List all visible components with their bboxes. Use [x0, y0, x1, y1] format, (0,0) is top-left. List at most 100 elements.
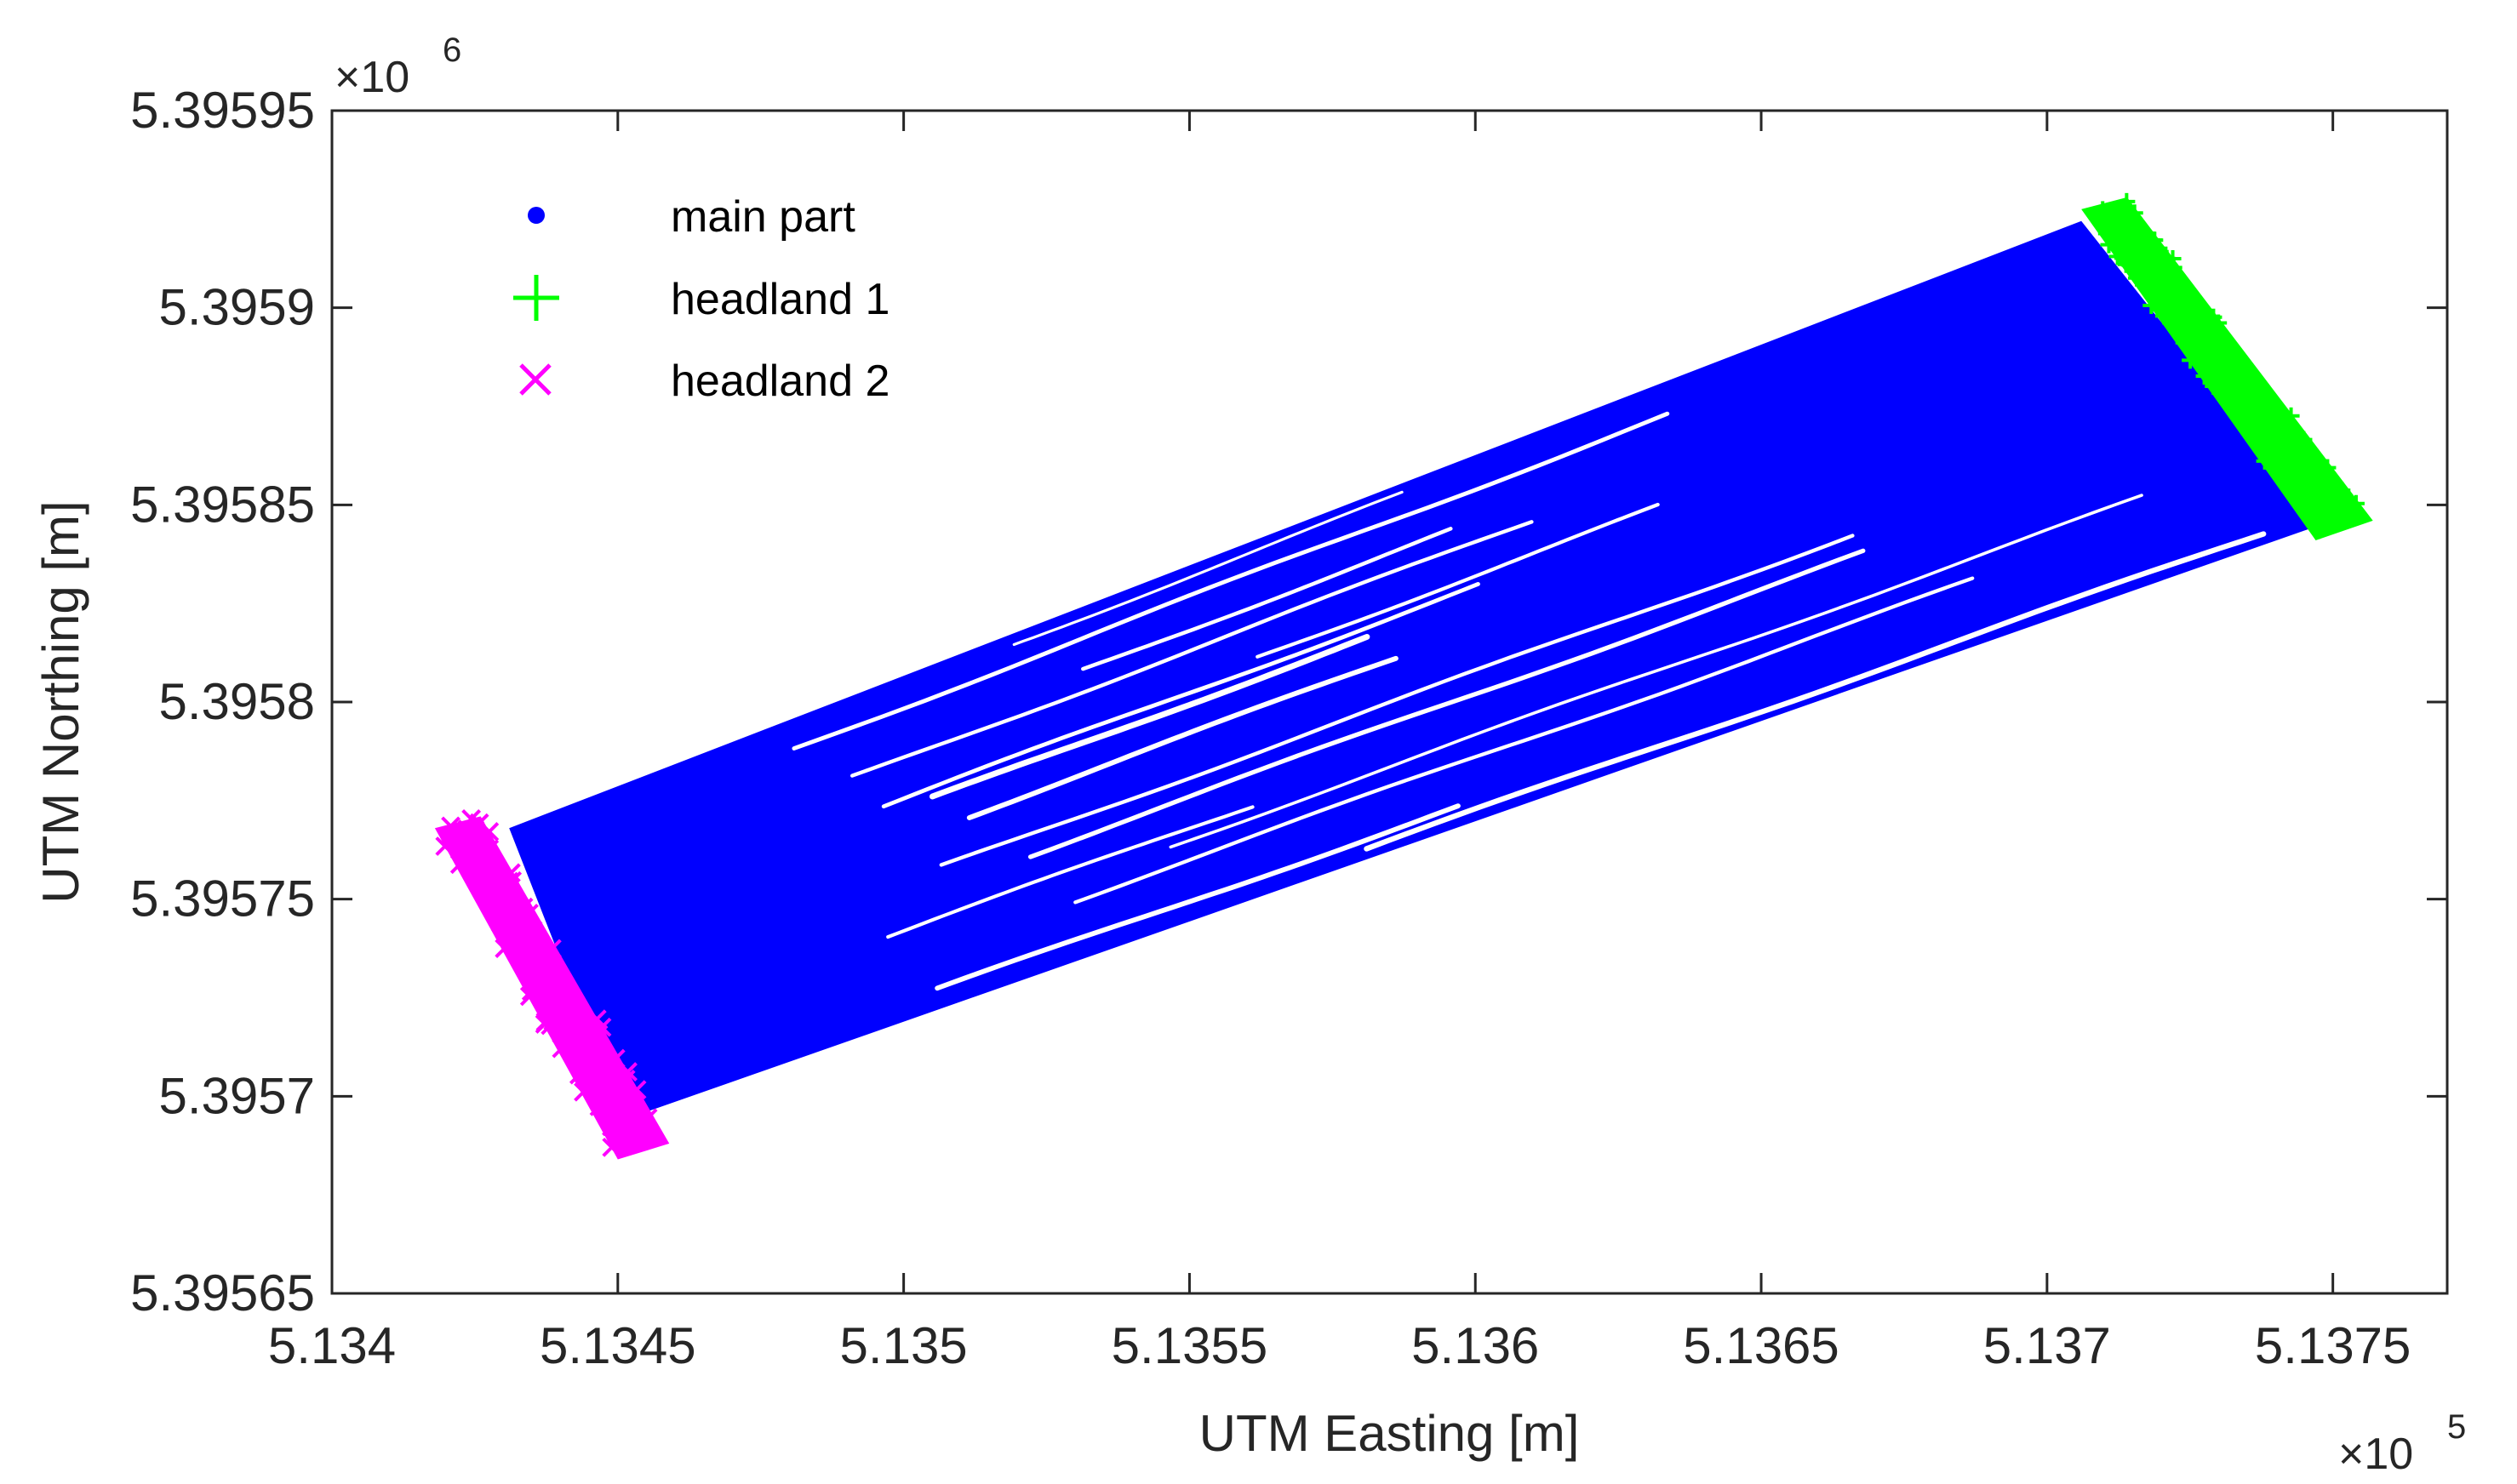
main-part-pass-gap	[1169, 494, 2143, 849]
plus-marker	[2234, 356, 2251, 374]
main-part-pass-gap	[1027, 548, 1866, 859]
y-tick-label: 5.3958	[158, 673, 315, 730]
series-main-part	[509, 220, 2322, 1121]
x-marker	[524, 965, 545, 985]
plus-marker	[2147, 255, 2165, 273]
x-marker	[556, 1021, 576, 1042]
x-marker	[638, 1108, 658, 1128]
main-part-pass-gap	[1256, 502, 1660, 659]
main-part-pass-gap	[881, 582, 1480, 809]
x-marker	[602, 1077, 622, 1098]
main-part-pass-gap	[886, 805, 1255, 939]
legend: main part headland 1 headland 2	[513, 192, 890, 406]
x-exponent-power: 5	[2447, 1408, 2466, 1446]
plus-marker	[2222, 345, 2240, 362]
x-marker	[592, 1017, 612, 1037]
plus-marker	[2117, 255, 2135, 273]
plus-marker	[2313, 511, 2331, 529]
y-exponent-power: 6	[443, 31, 461, 69]
series-headland-2	[434, 809, 670, 1160]
x-marker	[457, 830, 478, 851]
x-marker	[490, 913, 511, 933]
y-tick-label: 5.39575	[130, 870, 315, 928]
plus-marker	[2319, 459, 2337, 477]
legend-item-headland-2: headland 2	[519, 357, 890, 406]
y-tick-label: 5.3959	[158, 279, 315, 336]
plus-marker	[2158, 249, 2176, 267]
plus-marker	[2257, 445, 2275, 463]
x-marker	[589, 1096, 609, 1116]
main-part-pass-gap	[939, 534, 1855, 867]
legend-label: main part	[671, 192, 855, 242]
main-part-pass-gap	[1081, 527, 1453, 671]
plus-marker	[2221, 377, 2239, 395]
y-axis: 5.395655.39575.395755.39585.395855.39595…	[130, 82, 2447, 1321]
plus-marker	[2347, 494, 2365, 512]
y-exponent-base: ×10	[335, 53, 409, 102]
x-marker	[609, 1103, 629, 1123]
x-marker	[519, 986, 540, 1007]
plus-marker	[2153, 292, 2171, 310]
x-marker	[441, 816, 460, 836]
main-part-pass-gap	[929, 633, 1370, 800]
legend-label: headland 2	[671, 357, 890, 406]
plus-marker	[2338, 504, 2356, 522]
plus-marker	[2320, 504, 2338, 522]
y-tick-label: 5.39595	[130, 82, 315, 139]
plus-marker	[2097, 225, 2115, 243]
legend-label: headland 1	[671, 275, 890, 324]
x-tick-label: 5.1365	[1683, 1317, 1839, 1374]
legend-marker-dot	[528, 207, 545, 224]
plus-marker	[2231, 400, 2249, 418]
x-marker	[508, 895, 529, 916]
plus-marker	[2181, 295, 2199, 313]
plus-marker	[2256, 452, 2274, 470]
x-marker	[479, 847, 500, 867]
x-marker	[554, 993, 575, 1013]
x-marker	[449, 854, 470, 875]
legend-item-headland-1: headland 1	[513, 275, 890, 324]
main-part-band	[509, 220, 2322, 1121]
x-marker	[513, 897, 534, 917]
x-marker	[602, 1137, 622, 1157]
plus-marker	[2195, 348, 2213, 366]
plus-marker	[2296, 496, 2314, 514]
main-part-pass-gap	[1073, 576, 1975, 905]
plus-marker	[2295, 431, 2313, 448]
legend-marker-x	[519, 363, 552, 396]
y-tick-label: 5.3957	[158, 1067, 315, 1124]
plus-marker	[2187, 333, 2205, 351]
x-axis: 5.134 5.1345 5.135 5.1355 5.136 5.1365 5.137 5.…	[268, 111, 2411, 1374]
y-axis-title: UTM Northing [m]	[32, 500, 89, 903]
y-exponent-label: ×10 6	[335, 31, 461, 102]
data-layer	[434, 192, 2373, 1160]
plus-marker	[2165, 259, 2182, 277]
x-marker	[582, 1072, 603, 1092]
plus-marker	[2145, 231, 2163, 249]
plus-marker	[2294, 452, 2312, 470]
plus-marker	[2269, 442, 2287, 459]
plus-marker	[2128, 269, 2146, 287]
main-part-pass-gap	[1364, 531, 2267, 852]
x-marker	[617, 1131, 638, 1151]
x-marker	[494, 876, 514, 897]
x-marker	[515, 917, 535, 938]
main-part-pass-gap	[966, 655, 1399, 820]
series-headland-1	[2081, 192, 2373, 541]
x-marker	[544, 968, 564, 988]
x-tick-label: 5.1375	[2255, 1317, 2411, 1374]
main-part-pass-gap	[792, 411, 1670, 751]
x-marker	[501, 863, 521, 883]
y-tick-label: 5.39565	[130, 1264, 315, 1321]
x-marker	[543, 1011, 563, 1031]
plus-marker	[2142, 297, 2160, 315]
x-marker	[552, 1038, 572, 1059]
x-marker	[495, 939, 515, 958]
x-marker	[569, 1064, 589, 1085]
plus-marker	[2298, 478, 2316, 496]
plus-marker	[2100, 236, 2118, 254]
main-part-pass-gap	[1012, 490, 1404, 647]
x-marker	[479, 822, 500, 842]
legend-marker-plus	[513, 275, 559, 321]
